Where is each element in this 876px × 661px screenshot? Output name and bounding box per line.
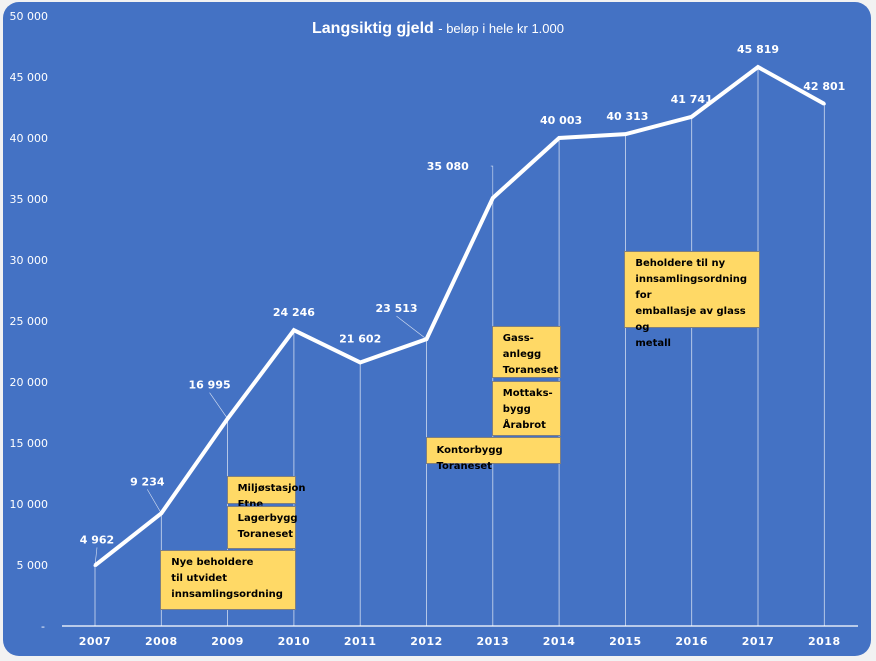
data-label: 23 513 xyxy=(375,302,417,315)
data-label: 40 313 xyxy=(606,110,648,123)
y-tick-label: 5 000 xyxy=(17,559,49,572)
x-tick-label: 2007 xyxy=(79,635,112,648)
annotation-text-line: Gass- xyxy=(502,332,534,344)
x-tick-label: 2017 xyxy=(742,635,775,648)
annotation-text-line: emballasje av glass og xyxy=(635,306,746,334)
annotation-box: Miljøstasjon Etne xyxy=(226,475,306,510)
data-label: 9 234 xyxy=(130,475,165,488)
annotation-box: Gass-anlegg Toraneset xyxy=(491,325,562,379)
data-label: 21 602 xyxy=(339,332,381,345)
y-tick-label: 10 000 xyxy=(10,498,49,511)
data-point xyxy=(292,328,296,332)
x-tick-label: 2010 xyxy=(278,635,311,648)
annotation-box: Beholdere til ny innsamlingsordning for em… xyxy=(624,251,760,349)
data-point xyxy=(822,102,826,106)
annotation-text-line: til utvidet xyxy=(171,573,227,585)
x-tick-label: 2014 xyxy=(543,635,576,648)
y-tick-label: 50 000 xyxy=(10,10,49,23)
annotation-text-line: Toraneset xyxy=(237,529,294,541)
data-label: 41 741 xyxy=(671,93,713,106)
chart-subtitle: - beløp i hele kr 1.000 xyxy=(438,21,564,36)
annotation-text-line: innsamlingsordning xyxy=(171,589,283,601)
data-label: 16 995 xyxy=(189,379,231,392)
y-tick-label: 20 000 xyxy=(10,376,49,389)
x-tick-label: 2018 xyxy=(808,635,841,648)
annotation-text-line: Årabrot xyxy=(502,419,546,431)
data-label-leader xyxy=(490,165,494,199)
annotation-text-line: anlegg xyxy=(502,348,542,360)
x-tick-label: 2009 xyxy=(211,635,244,648)
y-tick-label: 40 000 xyxy=(10,132,49,145)
x-tick-label: 2011 xyxy=(344,635,377,648)
y-tick-label: - xyxy=(41,620,45,633)
annotation-text-line: Beholdere til ny xyxy=(635,258,726,270)
annotation-text-line: Nye beholdere xyxy=(171,557,254,569)
x-tick-label: 2013 xyxy=(476,635,509,648)
data-label: 35 080 xyxy=(427,160,469,173)
data-label: 42 801 xyxy=(803,80,845,93)
y-tick-label: 30 000 xyxy=(10,254,49,267)
annotation-text-line: innsamlingsordning for xyxy=(635,274,748,302)
data-point xyxy=(557,136,561,140)
y-tick-label: 25 000 xyxy=(10,315,49,328)
data-point xyxy=(358,360,362,364)
chart-title-main: Langsiktig gjeld xyxy=(312,20,434,37)
x-tick-label: 2008 xyxy=(145,635,178,648)
x-tick-label: 2015 xyxy=(609,635,642,648)
y-tick-label: 35 000 xyxy=(10,193,49,206)
chart-title: Langsiktig gjeld - beløp i hele kr 1.000 xyxy=(0,20,876,38)
annotation-text-line: bygg xyxy=(502,403,531,415)
annotation-box: Lagerbygg Toraneset xyxy=(226,506,298,550)
y-tick-label: 15 000 xyxy=(10,437,49,450)
annotation-box: Kontorbygg Toraneset xyxy=(425,436,562,472)
x-tick-label: 2012 xyxy=(410,635,443,648)
data-point xyxy=(756,65,760,69)
annotation-text-line: Kontorbygg Toraneset xyxy=(436,444,503,472)
y-tick-label: 45 000 xyxy=(10,71,49,84)
annotation-text-line: Miljøstasjon xyxy=(237,482,306,494)
data-point xyxy=(690,115,694,119)
data-label: 45 819 xyxy=(737,43,779,56)
data-label-leader xyxy=(396,315,427,340)
chart-panel xyxy=(3,2,871,656)
data-label-leader xyxy=(209,392,228,419)
data-label-leader xyxy=(147,489,162,514)
annotation-text-line: metall xyxy=(635,338,671,350)
annotation-text-line: Etne xyxy=(237,498,264,510)
x-tick-label: 2016 xyxy=(675,635,708,648)
annotation-box: Nye beholdere til utvidet innsamlingsordni… xyxy=(160,550,296,611)
annotation-text-line: Mottaks- xyxy=(502,387,553,399)
data-label: 40 003 xyxy=(540,114,582,127)
data-label: 24 246 xyxy=(273,306,315,319)
data-point xyxy=(623,132,627,136)
annotation-text-line: Lagerbygg xyxy=(237,513,298,525)
annotation-box: Mottaks-bygg Årabrot xyxy=(491,380,562,436)
annotation-text-line: Toraneset xyxy=(502,364,559,376)
data-label: 4 962 xyxy=(80,533,114,546)
series-line xyxy=(93,64,826,568)
data-label-leader xyxy=(94,547,98,566)
